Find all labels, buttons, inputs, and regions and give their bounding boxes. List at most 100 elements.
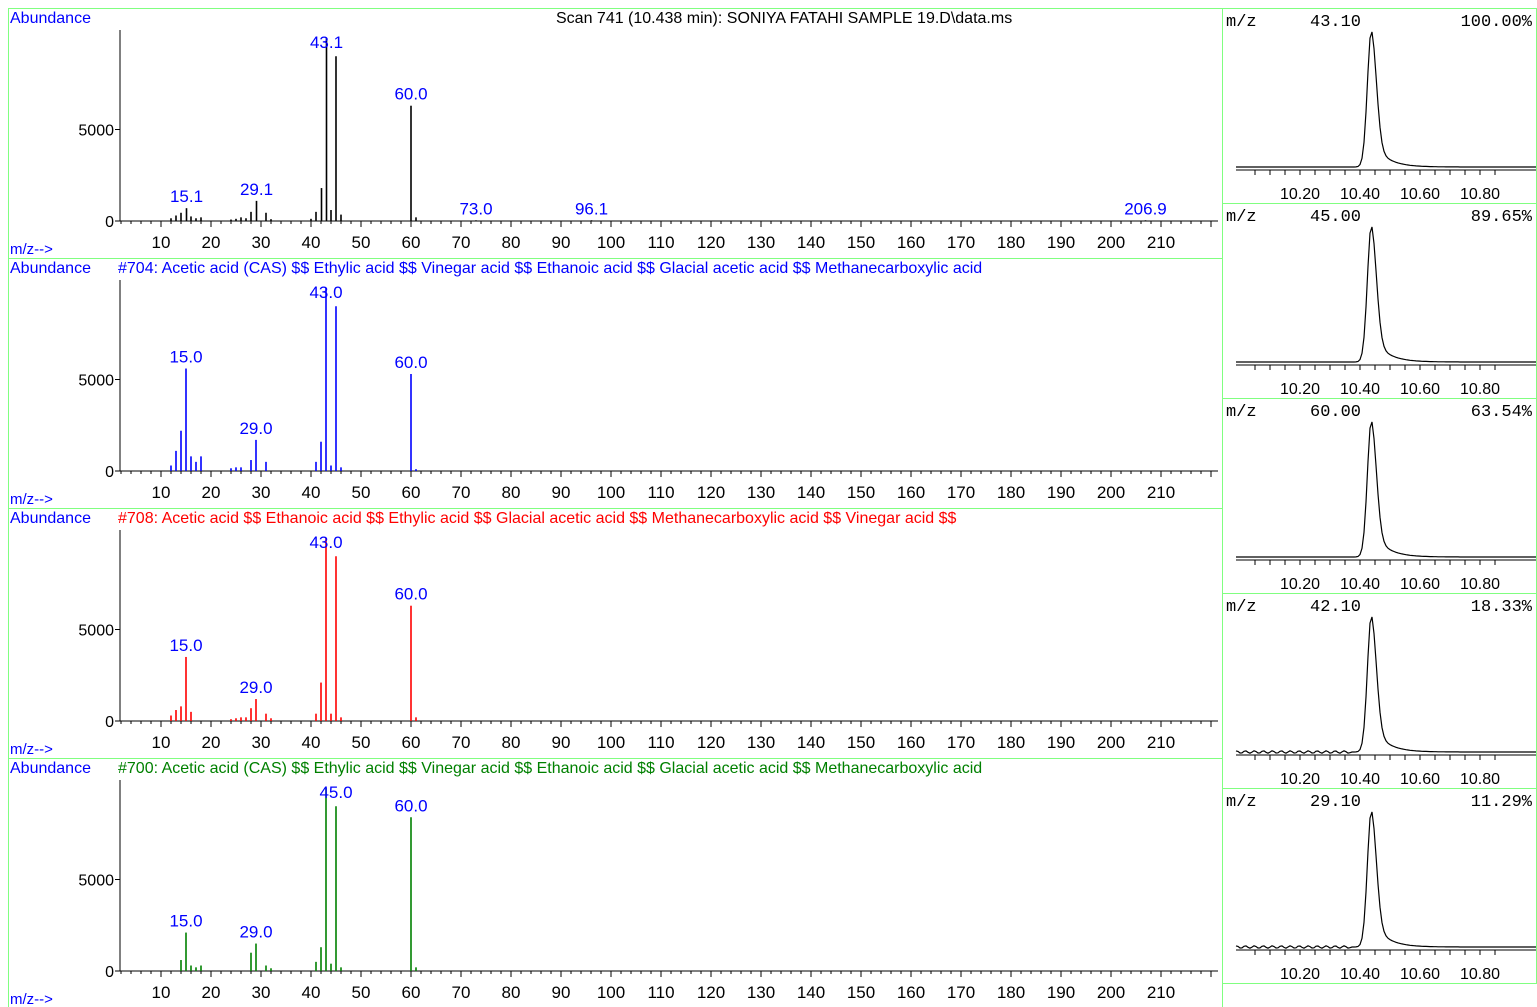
x-tick-label: 190: [1047, 233, 1075, 252]
chromatogram-tick-label: 10.20: [1280, 966, 1320, 983]
mz-label: m/z: [1226, 13, 1257, 32]
x-tick-label: 210: [1147, 483, 1175, 502]
chromatogram-tick-label: 10.80: [1460, 576, 1500, 593]
x-tick-label: 70: [452, 233, 471, 252]
x-tick-label: 80: [502, 483, 521, 502]
spectrum-title: #700: Acetic acid (CAS) $$ Ethylic acid …: [118, 760, 982, 777]
peak-label: 73.0: [459, 199, 492, 218]
x-tick-label: 70: [452, 733, 471, 752]
y-tick-label: 0: [105, 214, 114, 231]
chromatogram-tick-label: 10.40: [1340, 186, 1380, 203]
x-tick-label: 190: [1047, 983, 1075, 1002]
x-tick-label: 170: [947, 233, 975, 252]
x-tick-label: 180: [997, 983, 1025, 1002]
y-axis-label: Abundance: [10, 260, 91, 277]
spectrum-panel-1: Abundance Scan 741 (10.438 min): SONIYA F…: [8, 8, 1223, 259]
chromatogram-tick-label: 10.60: [1400, 966, 1440, 983]
mz-value: 42.10: [1310, 598, 1361, 617]
x-tick-label: 200: [1097, 483, 1125, 502]
x-tick-label: 20: [202, 983, 221, 1002]
x-tick-label: 90: [552, 233, 571, 252]
chromatogram-tick-label: 10.80: [1460, 381, 1500, 398]
chromatogram-tick-label: 10.80: [1460, 771, 1500, 788]
chromatogram-tick-label: 10.40: [1340, 381, 1380, 398]
x-tick-label: 20: [202, 233, 221, 252]
mz-label: m/z: [1226, 793, 1257, 812]
x-tick-label: 40: [302, 483, 321, 502]
x-tick-label: 10: [152, 233, 171, 252]
x-tick-label: 200: [1097, 733, 1125, 752]
x-tick-label: 80: [502, 983, 521, 1002]
peak-label: 29.0: [239, 678, 272, 697]
x-tick-label: 10: [152, 483, 171, 502]
x-tick-label: 50: [352, 983, 371, 1002]
x-tick-label: 90: [552, 733, 571, 752]
ion-chromatogram-4: m/z 42.10 18.33% 10.20 10.40 10.60 10.80: [1222, 593, 1537, 789]
x-tick-label: 100: [597, 733, 625, 752]
y-axis-label: Abundance: [10, 510, 91, 527]
mz-value: 43.10: [1310, 13, 1361, 32]
mz-percent: 11.29%: [1471, 793, 1533, 812]
spectrum-title: #704: Acetic acid (CAS) $$ Ethylic acid …: [118, 260, 982, 277]
chromatogram-tick-label: 10.60: [1400, 771, 1440, 788]
x-tick-label: 70: [452, 983, 471, 1002]
mz-label: m/z: [1226, 403, 1257, 422]
chromatogram-trace: [1236, 226, 1536, 363]
x-tick-label: 110: [647, 483, 674, 502]
x-tick-label: 100: [597, 983, 625, 1002]
mz-percent: 63.54%: [1471, 403, 1533, 422]
x-tick-label: 180: [997, 233, 1025, 252]
chromatogram-trace: [1235, 811, 1536, 949]
peak-label: 60.0: [394, 85, 427, 104]
peak-label: 206.9: [1124, 199, 1167, 218]
y-tick-label: 0: [105, 964, 114, 981]
x-tick-label: 170: [947, 733, 975, 752]
mz-percent: 18.33%: [1471, 598, 1533, 617]
mz-value: 45.00: [1310, 208, 1361, 227]
x-tick-label: 60: [402, 483, 421, 502]
y-tick-label: 0: [105, 714, 114, 731]
spectrum-title: #708: Acetic acid $$ Ethanoic acid $$ Et…: [118, 510, 957, 527]
x-tick-label: 10: [152, 983, 171, 1002]
x-tick-label: 140: [797, 983, 825, 1002]
x-axis-label: m/z-->: [10, 491, 53, 508]
x-tick-label: 30: [252, 733, 271, 752]
mz-label: m/z: [1226, 598, 1257, 617]
x-tick-label: 190: [1047, 483, 1075, 502]
x-tick-label: 60: [402, 733, 421, 752]
x-tick-label: 140: [797, 733, 825, 752]
x-tick-label: 120: [697, 733, 725, 752]
peak-label: 43.0: [309, 283, 342, 302]
x-tick-label: 10: [152, 733, 171, 752]
x-tick-label: 110: [647, 983, 674, 1002]
chromatogram-tick-label: 10.20: [1280, 576, 1320, 593]
chromatogram-tick-label: 10.20: [1280, 381, 1320, 398]
x-tick-label: 130: [747, 983, 775, 1002]
x-tick-label: 70: [452, 483, 471, 502]
peak-label: 15.0: [169, 348, 202, 367]
spectrum-panels: Abundance Scan 741 (10.438 min): SONIYA F…: [8, 8, 1223, 1007]
peak-label: 15.0: [169, 636, 202, 655]
y-tick-label: 5000: [78, 123, 114, 140]
mz-value: 29.10: [1310, 793, 1361, 812]
x-tick-label: 100: [597, 233, 625, 252]
x-tick-label: 50: [352, 233, 371, 252]
x-tick-label: 210: [1147, 733, 1175, 752]
peak-label: 60.0: [394, 796, 427, 815]
spectrum-panel-2: Abundance #704: Acetic acid (CAS) $$ Ethy…: [8, 258, 1223, 509]
chromatogram-tick-label: 10.20: [1280, 186, 1320, 203]
chromatogram-trace: [1236, 421, 1536, 558]
x-tick-label: 110: [647, 733, 674, 752]
x-tick-label: 20: [202, 733, 221, 752]
mz-percent: 100.00%: [1461, 13, 1533, 32]
x-axis-label: m/z-->: [10, 991, 53, 1007]
x-tick-label: 120: [697, 233, 725, 252]
x-tick-label: 150: [847, 983, 875, 1002]
chromatogram-tick-label: 10.80: [1460, 186, 1500, 203]
chromatogram-tick-label: 10.40: [1340, 966, 1380, 983]
y-tick-label: 5000: [78, 373, 114, 390]
spectrum-panel-3: Abundance #708: Acetic acid $$ Ethanoic a…: [8, 508, 1223, 759]
peak-label: 29.1: [240, 180, 273, 199]
peak-label: 43.1: [310, 33, 343, 52]
